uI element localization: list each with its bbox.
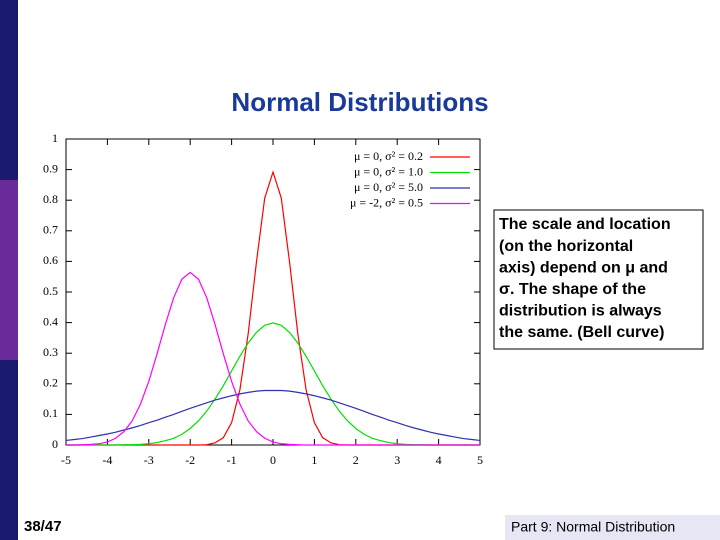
callout-line: axis) depend on μ and	[499, 259, 668, 276]
x-tick-label: -5	[61, 453, 71, 467]
x-tick-label: -2	[185, 453, 195, 467]
y-tick-label: 0.5	[43, 284, 58, 298]
callout-line: σ. The shape of the	[499, 281, 646, 298]
series-line	[66, 170, 480, 446]
footer-box	[505, 515, 720, 540]
chart: 0 0.1 0.2 0.3 0.4 0.5 0.6 0.7 0.8 0.9 1 -5 -4 -3 -2 -1 0…	[43, 131, 483, 467]
series-line	[66, 271, 480, 446]
y-tick-label: 0.4	[43, 314, 58, 328]
callout-box	[493, 209, 704, 350]
legend-label: μ = 0, σ² = 1.0	[354, 164, 423, 178]
y-tick-label: 0.1	[43, 406, 58, 420]
legend-label: μ = -2, σ² = 0.5	[350, 195, 423, 209]
x-tick-label: 0	[270, 453, 276, 467]
y-tick-label: 1	[52, 131, 58, 145]
y-tick-label: 0.9	[43, 161, 58, 175]
series-line	[65, 389, 481, 442]
y-tick-label: 0.6	[43, 253, 58, 267]
legend-label: μ = 0, σ² = 5.0	[354, 180, 423, 194]
slide-title: Normal Distributions	[231, 87, 488, 117]
callout-line: distribution is always	[499, 303, 662, 320]
x-tick-label: -4	[102, 453, 112, 467]
x-tick-label: 2	[353, 453, 359, 467]
x-tick-label: 1	[311, 453, 317, 467]
callout: The scale and location (on the horizontal…	[499, 216, 671, 341]
footer: Part 9: Normal Distribution	[511, 519, 675, 535]
side-strip-accent	[0, 180, 18, 360]
x-tick-label: -1	[227, 453, 237, 467]
x-tick-label: -3	[144, 453, 154, 467]
y-tick-label: 0.2	[43, 376, 58, 390]
x-tick-label: 3	[394, 453, 400, 467]
y-tick-label: 0.7	[43, 223, 58, 237]
y-tick-label: 0.8	[43, 192, 58, 206]
y-tick-label: 0.3	[43, 345, 58, 359]
x-tick-label: 5	[477, 453, 483, 467]
legend-label: μ = 0, σ² = 0.2	[354, 149, 423, 163]
x-tick-label: 4	[436, 453, 442, 467]
y-tick-label: 0	[52, 437, 58, 451]
callout-line: The scale and location	[499, 216, 671, 233]
page-number: 38/47	[24, 518, 62, 535]
callout-line: the same. (Bell curve)	[499, 324, 664, 341]
callout-line: (on the horizontal	[499, 238, 633, 255]
